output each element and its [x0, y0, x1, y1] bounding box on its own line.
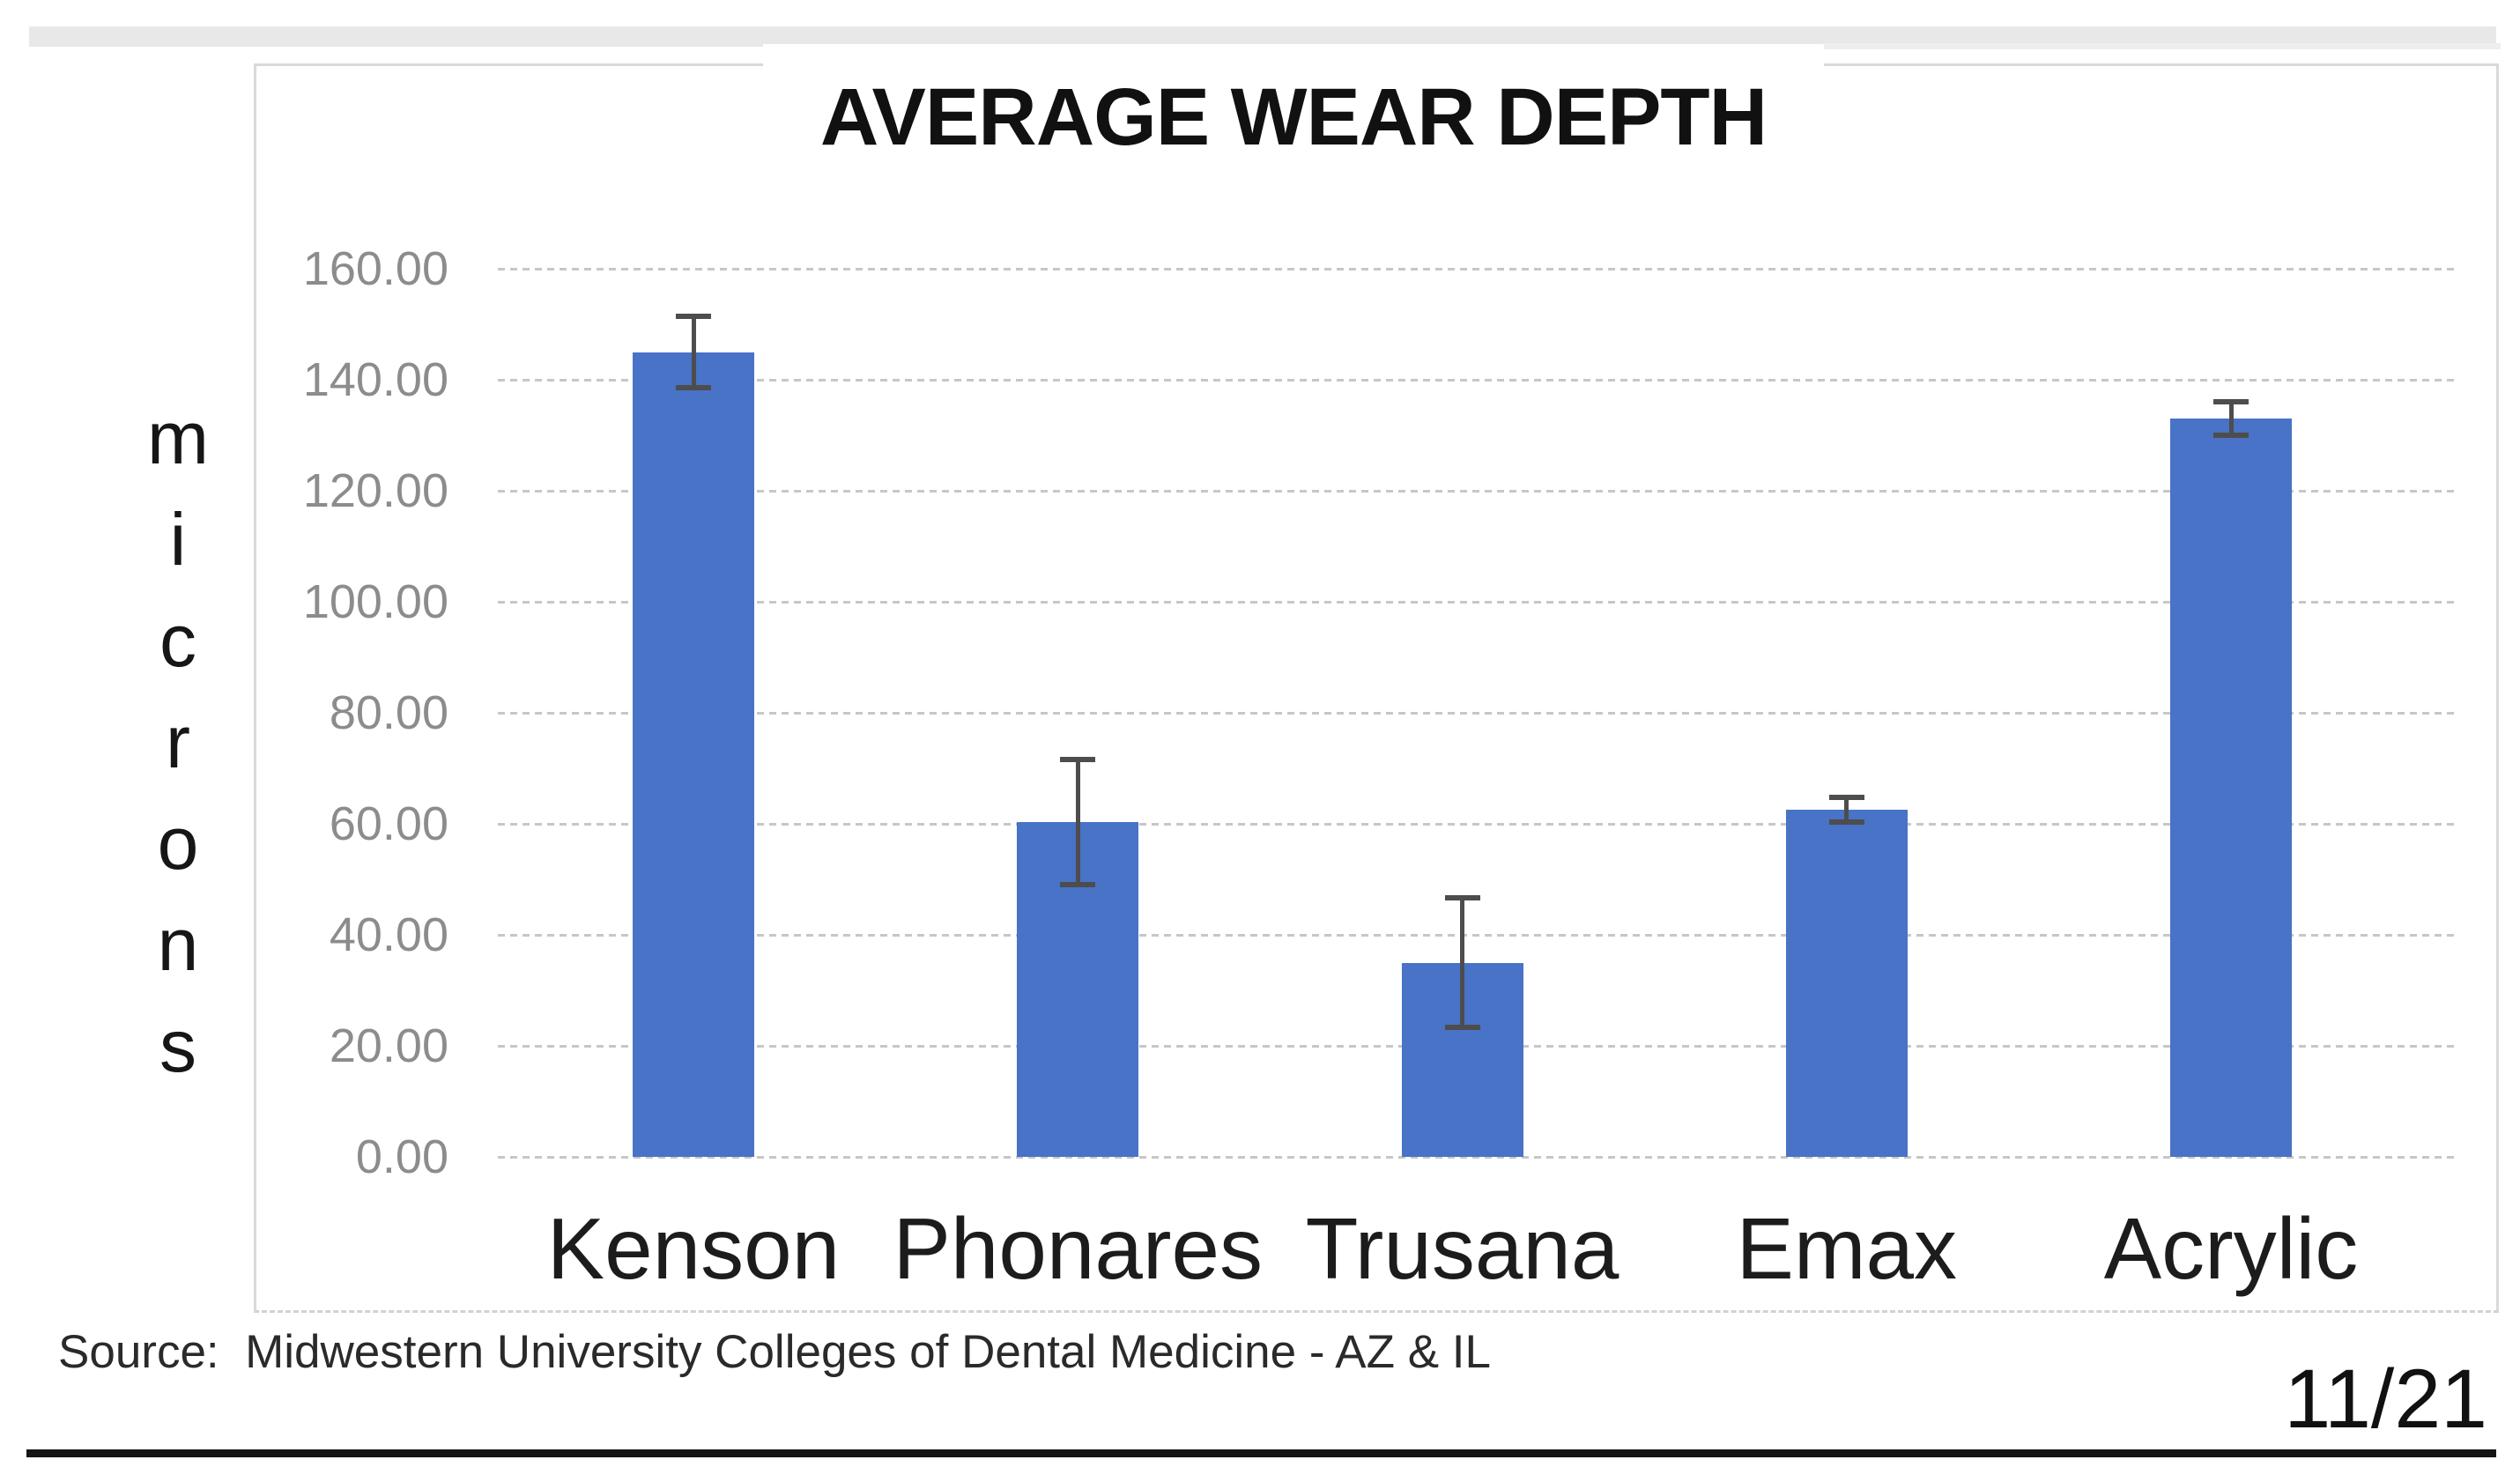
gridline-100.00 [498, 601, 2458, 604]
gridline-0.00 [498, 1156, 2458, 1159]
y-axis-tick-label: 140.00 [302, 353, 448, 406]
category-label-trusana: Trusana [1305, 1200, 1619, 1297]
gridline-140.00 [498, 379, 2458, 382]
error-bar-stem-phonares [1075, 759, 1080, 885]
y-axis-tick-label: 120.00 [302, 464, 448, 517]
error-bar-cap-top-acrylic [2213, 399, 2249, 405]
error-bar-cap-top-trusana [1444, 895, 1480, 901]
gridline-80.00 [498, 712, 2458, 715]
gridline-60.00 [498, 823, 2458, 826]
bottom-divider-line [26, 1449, 2496, 1457]
y-axis-label-letter: r [166, 700, 190, 783]
chart-title-box: AVERAGE WEAR DEPTH [763, 44, 1824, 204]
error-bar-cap-top-kenson [676, 313, 711, 319]
category-label-acrylic: Acrylic [2103, 1200, 2359, 1297]
y-axis-tick-label: 20.00 [329, 1019, 448, 1072]
category-label-emax: Emax [1736, 1200, 1958, 1297]
slide-top-band [29, 26, 2496, 47]
bar-acrylic [2170, 419, 2292, 1157]
error-bar-stem-trusana [1460, 898, 1464, 1027]
slide-top-band-right-segment [1822, 43, 2501, 49]
y-axis-label-letter: i [169, 498, 187, 581]
gridline-160.00 [498, 268, 2458, 270]
y-axis-label-letter: c [159, 599, 196, 682]
y-axis-tick-label: 160.00 [302, 242, 448, 295]
error-bar-cap-bottom-trusana [1444, 1024, 1480, 1030]
category-label-phonares: Phonares [893, 1200, 1264, 1297]
y-axis-label-letter: s [159, 1004, 196, 1087]
error-bar-stem-kenson [691, 315, 696, 389]
y-axis-label-letter: m [147, 396, 209, 479]
gridline-40.00 [498, 934, 2458, 937]
error-bar-stem-emax [1844, 797, 1849, 823]
gridline-120.00 [498, 490, 2458, 493]
bar-emax [1785, 810, 1908, 1157]
error-bar-cap-top-emax [1828, 795, 1864, 801]
y-axis-tick-label: 80.00 [329, 686, 448, 739]
source-text: Source: Midwestern University Colleges o… [58, 1326, 1491, 1378]
error-bar-cap-bottom-acrylic [2213, 433, 2249, 438]
bar-kenson [633, 352, 754, 1157]
error-bar-stem-acrylic [2228, 402, 2234, 435]
category-label-kenson: Kenson [546, 1200, 841, 1297]
error-bar-cap-bottom-emax [1828, 819, 1864, 826]
error-bar-cap-bottom-kenson [676, 385, 711, 391]
y-axis-tick-label: 60.00 [329, 797, 448, 850]
chart-title: AVERAGE WEAR DEPTH [819, 72, 1768, 162]
y-axis-tick-label: 100.00 [302, 575, 448, 628]
chart-frame: 0.00 20.00 40.00 60.00 80.00 100.00 120.00 140.… [254, 63, 2499, 1313]
page-number: 11/21 [2284, 1352, 2487, 1446]
error-bar-cap-top-phonares [1060, 756, 1096, 762]
y-axis-label-letter: n [157, 903, 199, 986]
y-axis-tick-label: 0.00 [355, 1130, 448, 1183]
y-axis-tick-label: 40.00 [329, 908, 448, 961]
y-axis-label-letter: o [157, 802, 199, 885]
error-bar-cap-bottom-phonares [1060, 882, 1096, 888]
